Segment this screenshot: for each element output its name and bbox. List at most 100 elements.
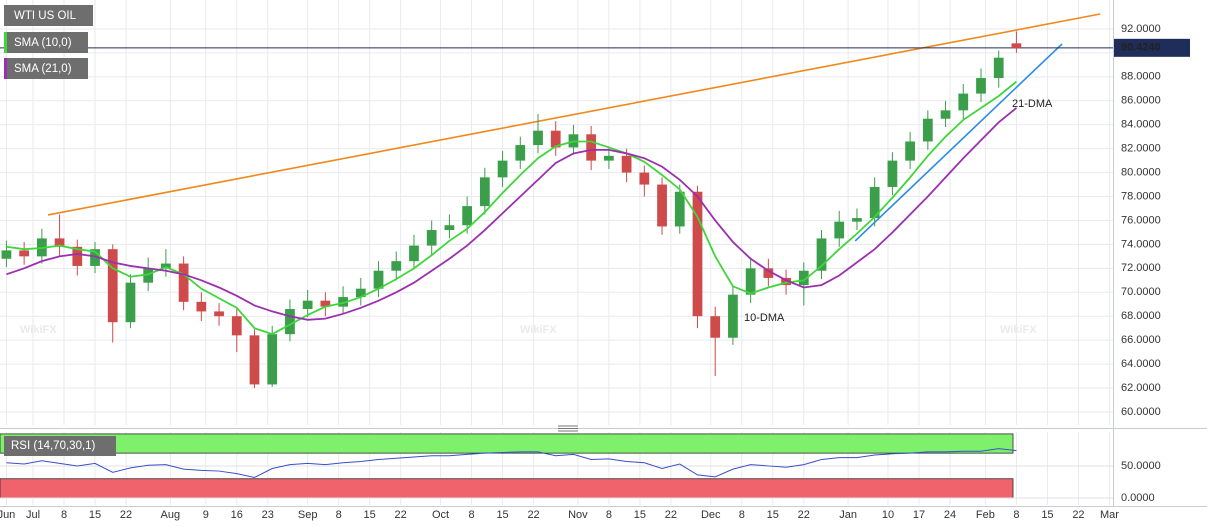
annotation: 21-DMA [1012,98,1053,110]
candle-body [710,316,721,338]
x-tick-label: 8 [1013,509,1019,521]
candle-body [852,218,862,222]
x-tick-label: 22 [395,509,407,521]
y-tick-label: 76.0000 [1121,214,1161,226]
candle-body [834,221,845,239]
trend-line [854,43,1063,242]
candle-body [922,118,933,142]
candle-body [72,246,83,266]
x-tick-label: Jul [26,509,40,521]
candle-body [657,184,667,227]
x-tick-label: 8 [606,509,612,521]
watermark-group: WikiFX WikiFX WikiFX [20,324,1037,336]
legend-label: SMA (21,0) [14,63,72,75]
candle-body [391,261,402,271]
x-tick-label: 22 [1072,509,1084,521]
legend-box [4,32,88,53]
candle-body [604,155,614,161]
candle-body [355,288,366,298]
candle-body [338,297,348,307]
candle-body [19,250,30,257]
y-tick-label: 62.0000 [1121,382,1161,394]
y-tick-label: 84.0000 [1121,119,1161,131]
y-tick-label: 68.0000 [1121,310,1161,322]
legend-swatch [4,32,7,53]
candle-body [550,130,561,148]
candle-body [90,249,100,266]
candle-body [409,245,419,262]
candle-body [320,300,331,307]
candle-body [249,335,260,385]
candle-body [107,249,118,323]
price-panel [0,0,1113,426]
x-tick-label: 22 [527,509,539,521]
candle-body [373,270,384,289]
candle-body [798,270,809,286]
candle-body [479,177,490,207]
candle-body [763,268,774,278]
candle-body [1011,43,1022,49]
candle-body [692,191,703,317]
candle-body [781,277,791,286]
y-tick-label: 74.0000 [1121,238,1161,250]
x-tick-label: 16 [231,509,243,521]
y-tick-label: 60.0000 [1121,406,1161,418]
x-tick-label: Dec [701,509,721,521]
x-tick-label: 9 [203,509,209,521]
candle-body [816,238,827,271]
rsi-band [0,478,1014,499]
candle-body [940,110,951,119]
x-tick-label: 22 [120,509,132,521]
y-tick-label: 88.0000 [1121,71,1161,83]
candle-body [143,268,154,283]
candle-body [958,93,969,111]
sma-line [6,80,1017,336]
candle-body [905,141,915,161]
candle-body [993,57,1004,79]
watermark: WikiFX [520,324,557,336]
candle-body [586,134,597,161]
candle-body [976,78,986,94]
x-tick-label: Jun [0,509,15,521]
annotation: 10-DMA [744,312,785,324]
candle-body [161,263,171,269]
candle-body [621,155,632,173]
x-tick-label: 22 [798,509,810,521]
x-tick-label: Mar [1100,509,1119,521]
rsi-band [0,433,1014,454]
x-tick-label: 8 [739,509,745,521]
x-tick-label: 22 [665,509,677,521]
candle-body [444,225,455,231]
candle-body [1,250,12,259]
x-tick-label: 8 [61,509,67,521]
candle-body [54,238,65,247]
y-tick-label: 78.0000 [1121,190,1161,202]
legend-swatch [4,58,7,79]
x-tick-label: 15 [496,509,508,521]
candle-body [887,160,898,187]
candle-body [728,294,738,338]
candle-body [214,311,224,317]
y-tick-label: 82.0000 [1121,143,1161,155]
x-tick-label: Feb [976,509,995,521]
x-tick-label: 17 [913,509,925,521]
last-price-label: 90.4240 [1121,42,1161,54]
candle-body [231,316,242,336]
x-tick-label: 15 [364,509,376,521]
y-tick-label: 66.0000 [1121,334,1161,346]
y-tick-label: 72.0000 [1121,262,1161,274]
candle-body [533,130,543,146]
x-tick-label: 8 [468,509,474,521]
x-tick-label: 15 [1041,509,1053,521]
legend-title: RSI (14,70,30,1) [11,440,96,452]
candle-body [196,301,207,312]
x-tick-label: Oct [432,509,449,521]
x-tick-label: 24 [944,509,956,521]
candle-body [285,309,295,335]
candle-body [639,172,650,185]
divider-grip [558,425,578,432]
x-tick-label: 8 [336,509,342,521]
legend-label: SMA (10,0) [14,37,72,49]
